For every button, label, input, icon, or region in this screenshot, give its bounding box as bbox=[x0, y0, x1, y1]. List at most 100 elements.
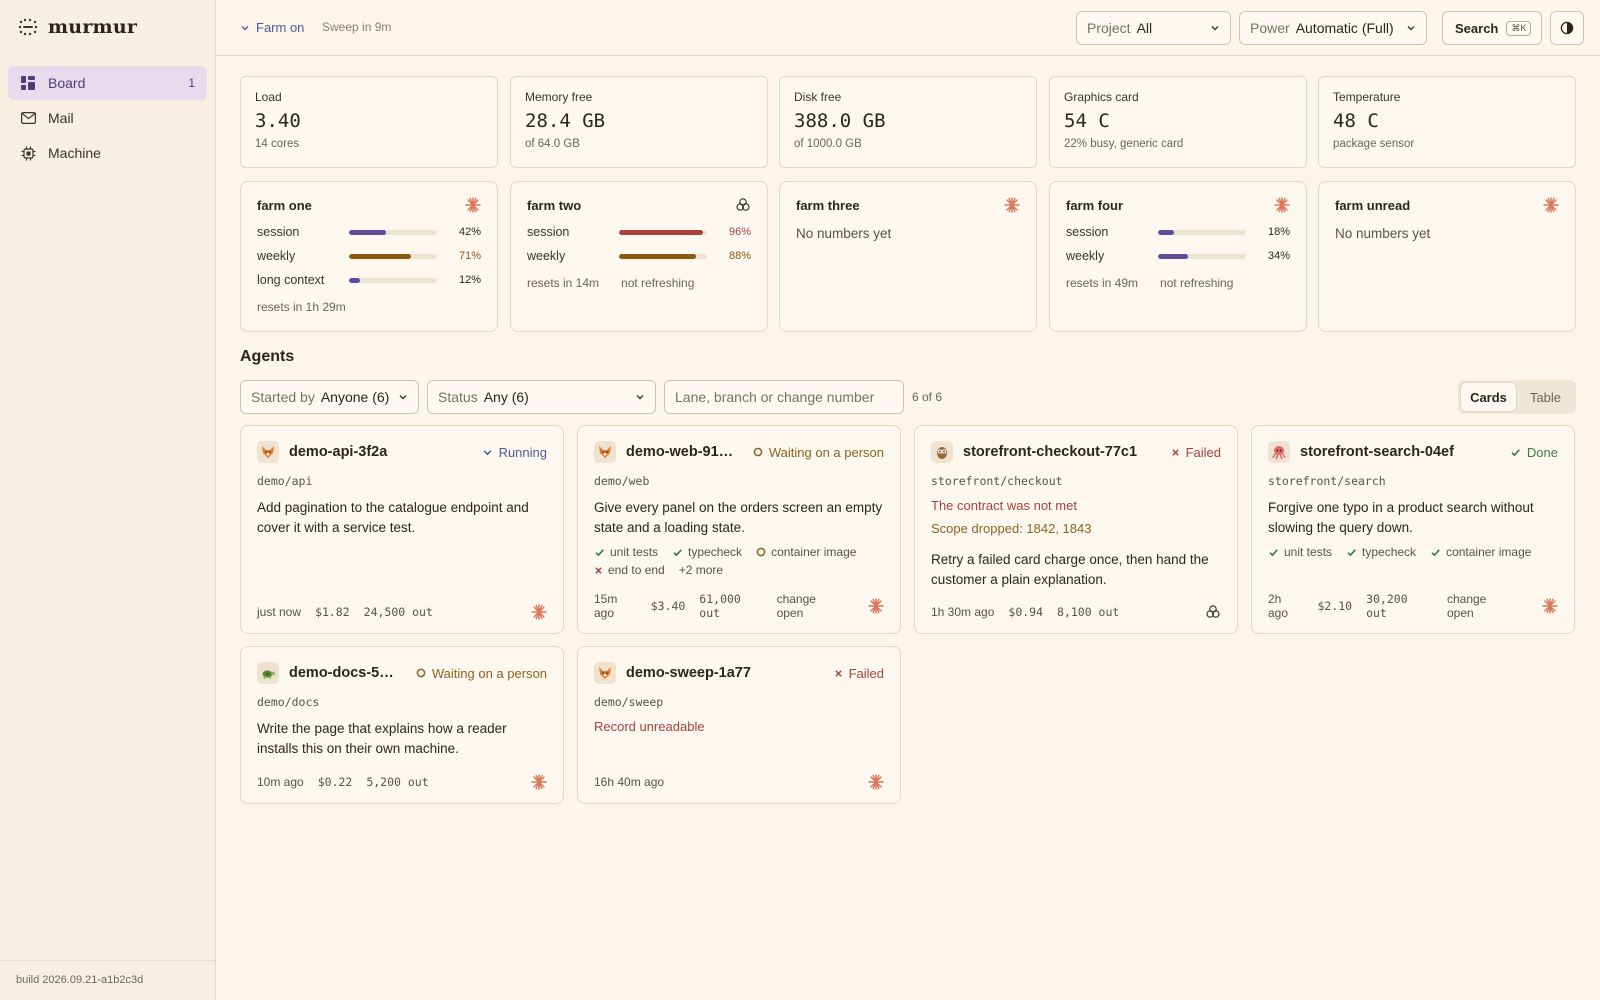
usage-row: session 42% bbox=[257, 220, 481, 244]
card-header: storefront-checkout-77c1 Failed bbox=[931, 440, 1221, 464]
usage-bar-fill bbox=[619, 229, 704, 235]
check-label: end to end bbox=[608, 563, 665, 577]
owl-icon bbox=[931, 441, 953, 463]
farm-empty-text: No numbers yet bbox=[1335, 226, 1431, 241]
agent-name: demo-api-3f2a bbox=[289, 444, 388, 460]
task-description: Write the page that explains how a reade… bbox=[257, 721, 507, 756]
theme-toggle-button[interactable] bbox=[1550, 11, 1584, 45]
view-table-button[interactable]: Table bbox=[1529, 389, 1562, 405]
check-icon bbox=[1510, 447, 1521, 458]
cost: $2.10 bbox=[1317, 599, 1353, 613]
card-footer: just now $1.82 24,500 out bbox=[257, 604, 547, 620]
sidebar-item-label: Machine bbox=[48, 145, 101, 161]
agent-name: storefront-search-04ef bbox=[1300, 444, 1454, 460]
elapsed-time: 16h 40m ago bbox=[594, 775, 665, 789]
reset-timer: resets in 1h 29m bbox=[257, 300, 346, 314]
view-cards-button[interactable]: Cards bbox=[1461, 383, 1516, 411]
usage-label: weekly bbox=[527, 249, 566, 263]
contrast-icon bbox=[1560, 21, 1574, 35]
sidebar-item-board[interactable]: Board 1 bbox=[8, 66, 207, 100]
sidebar-item-machine[interactable]: Machine bbox=[8, 136, 207, 170]
search-button[interactable]: Search ⌘K bbox=[1442, 11, 1542, 45]
farm-name: farm one bbox=[257, 197, 312, 213]
check-label: unit tests bbox=[610, 545, 659, 559]
logo[interactable]: murmur bbox=[17, 16, 137, 38]
sunburst-icon bbox=[1004, 197, 1020, 213]
agent-card[interactable]: storefront-search-04ef Done storefront/sea… bbox=[1251, 425, 1575, 634]
status-label: Done bbox=[1526, 444, 1558, 460]
project-select[interactable]: Project All bbox=[1076, 11, 1231, 45]
x-icon bbox=[594, 566, 603, 575]
farm-card: farm three No numbers yet bbox=[779, 181, 1037, 332]
usage-percent: 88% bbox=[728, 250, 751, 262]
elapsed-time: just now bbox=[257, 605, 302, 619]
elapsed-time: 2h ago bbox=[1268, 592, 1289, 620]
check-label: typecheck bbox=[1362, 545, 1417, 559]
usage-percent: 34% bbox=[1267, 250, 1290, 262]
power-select-label: Power bbox=[1250, 20, 1290, 36]
token-count: 24,500 out bbox=[363, 605, 433, 619]
farm-name: farm four bbox=[1066, 197, 1124, 213]
check-icon bbox=[594, 547, 605, 558]
x-icon bbox=[1171, 448, 1180, 457]
farm-toggle[interactable]: Farm on bbox=[240, 20, 304, 35]
turtle-icon bbox=[257, 662, 279, 684]
agent-card[interactable]: storefront-checkout-77c1 Failed storefront… bbox=[914, 425, 1238, 634]
cost: $3.40 bbox=[650, 599, 686, 613]
usage-bar bbox=[1158, 229, 1246, 235]
card-header: demo-sweep-1a77 Failed bbox=[594, 661, 884, 685]
search-button-label: Search bbox=[1455, 20, 1499, 36]
cost: $1.82 bbox=[315, 605, 350, 619]
status-label: Failed bbox=[848, 665, 884, 681]
farm-usage-rows: session 42% weekly 71% long context 12% bbox=[257, 220, 481, 292]
sunburst-icon bbox=[1543, 197, 1559, 213]
usage-bar-fill bbox=[1158, 253, 1188, 259]
started-by-select[interactable]: Started by Anyone (6) bbox=[240, 380, 419, 414]
check-label: container image bbox=[1446, 545, 1532, 559]
results-count: 6 of 6 bbox=[912, 390, 943, 404]
sidebar-item-label: Board bbox=[48, 75, 86, 91]
sidebar-item-mail[interactable]: Mail bbox=[8, 101, 207, 135]
stat-label: Disk free bbox=[794, 90, 842, 104]
started-by-value: Anyone (6) bbox=[320, 389, 390, 405]
power-select-value: Automatic (Full) bbox=[1295, 20, 1394, 36]
status-badge: Failed bbox=[834, 666, 884, 681]
agent-card[interactable]: demo-sweep-1a77 Failed demo/sweep Record un… bbox=[577, 646, 901, 804]
lane-search-input[interactable] bbox=[664, 380, 904, 414]
sunburst-icon bbox=[531, 774, 547, 790]
stat-label: Temperature bbox=[1333, 90, 1401, 104]
farm-card: farm two session 96% weekly 88% resets in 14m… bbox=[510, 181, 768, 332]
stat-value: 48 C bbox=[1333, 110, 1379, 132]
farm-card: farm unread No numbers yet bbox=[1318, 181, 1576, 332]
status-select[interactable]: Status Any (6) bbox=[427, 380, 656, 414]
card-header: demo-web-91… Waiting on a person bbox=[594, 440, 884, 464]
refresh-status: not refreshing bbox=[621, 276, 695, 290]
farm-header: farm one bbox=[257, 196, 481, 214]
check-icon bbox=[1346, 547, 1357, 558]
check-label: unit tests bbox=[1284, 545, 1333, 559]
status-badge: Waiting on a person bbox=[753, 445, 884, 460]
power-select[interactable]: Power Automatic (Full) bbox=[1239, 11, 1427, 45]
x-icon bbox=[834, 669, 843, 678]
farm-empty-text: No numbers yet bbox=[796, 226, 892, 241]
chevron-down-icon bbox=[636, 395, 644, 400]
token-count: 30,200 out bbox=[1366, 592, 1408, 620]
status-badge: Waiting on a person bbox=[416, 666, 547, 681]
usage-bar-fill bbox=[349, 253, 412, 259]
farm-toggle-label: Farm on bbox=[256, 20, 305, 35]
build-version: build 2026.09.21-a1b2c3d bbox=[0, 960, 215, 1000]
agent-card[interactable]: demo-api-3f2a Running demo/api Add paginati… bbox=[240, 425, 564, 634]
search-shortcut: ⌘K bbox=[1506, 20, 1532, 36]
status-label: Failed bbox=[1185, 444, 1221, 460]
cost: $0.94 bbox=[1008, 605, 1044, 619]
stat-label: Load bbox=[255, 90, 282, 104]
usage-bar-fill bbox=[349, 277, 360, 283]
agent-card[interactable]: demo-web-91… Waiting on a person demo/web G… bbox=[577, 425, 901, 634]
repo-path: demo/sweep bbox=[594, 695, 664, 709]
task-description: Give every panel on the orders screen an… bbox=[594, 500, 883, 535]
repo-path: storefront/search bbox=[1268, 474, 1386, 488]
status-label: Waiting on a person bbox=[768, 444, 884, 460]
chevron-down-icon bbox=[1407, 26, 1415, 31]
usage-label: long context bbox=[257, 273, 325, 287]
agent-card[interactable]: demo-docs-5… Waiting on a person demo/docs… bbox=[240, 646, 564, 804]
